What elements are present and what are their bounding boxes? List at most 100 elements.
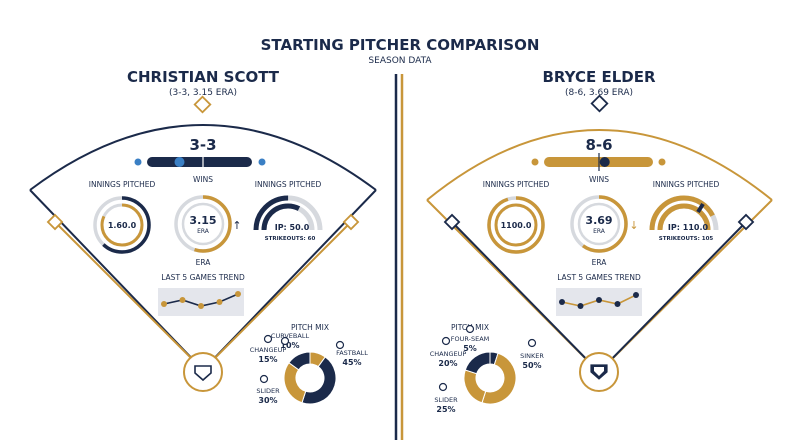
wins-record: 3-3 xyxy=(189,136,216,154)
wins-track xyxy=(147,157,252,167)
pitch-slice-changeup xyxy=(464,351,491,375)
pitch-slice-sinker xyxy=(481,352,517,405)
baseball-icon xyxy=(259,374,269,384)
outfield-arc xyxy=(426,129,773,201)
infield-line-left xyxy=(54,221,204,371)
trend-point xyxy=(216,299,223,305)
pitcher-record: (8-6, 3.69 ERA) xyxy=(565,88,633,98)
trend-chart xyxy=(161,291,241,309)
ip-arc-2 xyxy=(657,203,711,231)
innings-value: 1.60.0 xyxy=(108,221,137,230)
strikeouts-value: STRIKEOUTS: 60 xyxy=(265,236,316,242)
era-value: 3.15 xyxy=(189,214,216,227)
trend-point xyxy=(198,303,204,309)
third-base-icon xyxy=(46,213,64,231)
wins-left-dot xyxy=(531,158,539,166)
wins-label: WINS xyxy=(589,175,609,184)
innings-value: 1100.0 xyxy=(501,221,532,230)
wins-record: 8-6 xyxy=(585,136,612,154)
pitch-name-label: FOUR-SEAM xyxy=(451,335,490,343)
ip-gauge-needle xyxy=(696,202,705,214)
baseball-icon xyxy=(465,324,475,334)
pitch-slice-slider xyxy=(463,369,487,404)
trend-point xyxy=(614,301,621,307)
baseball-icon xyxy=(335,340,345,350)
pitch-name-label: CHANGEUP xyxy=(250,346,287,354)
trend-label: LAST 5 GAMES TREND xyxy=(557,273,641,282)
era-trend-arrow-icon: ↓ xyxy=(629,219,638,232)
baseball-icon xyxy=(527,338,537,348)
pitch-slice-fastball xyxy=(301,356,337,405)
infield-line-right xyxy=(202,221,352,371)
pitch-percent-label: 20% xyxy=(438,359,457,368)
trend-point xyxy=(577,303,584,309)
trend-point xyxy=(179,297,186,303)
ip-arc-1 xyxy=(253,195,323,231)
innings-label: INNINGS PITCHED xyxy=(89,180,156,189)
innings-arc-outer xyxy=(487,196,545,254)
pitch-percent-label: 45% xyxy=(342,358,361,367)
pitcher-panel-scott: CHRISTIAN SCOTT (3-3, 3.15 ERA) 3-3 WINS… xyxy=(29,68,377,405)
ip-value: IP: 110.0 xyxy=(668,223,709,232)
pitch-mix-donut xyxy=(463,351,517,405)
pitch-slice-slider xyxy=(283,362,307,404)
ip-value: IP: 50.0 xyxy=(275,223,310,232)
era-inner-label: ERA xyxy=(197,228,210,235)
pitch-percent-label: 5% xyxy=(463,344,477,353)
pitch-name-label: FASTBALL xyxy=(336,349,368,357)
era-label: ERA xyxy=(196,258,212,267)
pitch-percent-label: 10% xyxy=(280,341,299,350)
trend-point xyxy=(161,301,167,307)
trend-point xyxy=(559,299,565,305)
wins-right-dot xyxy=(658,158,666,166)
era-inner-label: ERA xyxy=(593,228,606,235)
page-title: STARTING PITCHER COMPARISON xyxy=(261,36,540,54)
pitch-name-label: CURVEBALL xyxy=(271,332,310,340)
second-base-icon xyxy=(590,94,609,113)
era-value: 3.69 xyxy=(585,214,612,227)
ip-arc-1 xyxy=(649,195,719,231)
era-track-inner xyxy=(577,202,621,246)
pitch-mix-label: PITCH MIX xyxy=(291,323,329,332)
page-subtitle: SEASON DATA xyxy=(368,56,432,66)
innings-arc-inner xyxy=(494,203,538,247)
first-base-icon xyxy=(737,213,755,231)
wins-marker xyxy=(599,157,610,167)
pitch-percent-label: 25% xyxy=(436,405,455,414)
trend-label: LAST 5 GAMES TREND xyxy=(161,273,245,282)
baseball-icon xyxy=(438,382,448,392)
infield-line-right xyxy=(598,221,747,373)
pitch-percent-label: 15% xyxy=(258,355,277,364)
pitch-percent-label: 50% xyxy=(522,361,541,370)
baseball-icon xyxy=(441,336,451,346)
innings-label-2: INNINGS PITCHED xyxy=(653,180,720,189)
trend-point xyxy=(633,292,639,298)
pitch-name-label: SLIDER xyxy=(434,396,458,404)
home-plate-icon xyxy=(194,365,212,382)
pitcher-record: (3-3, 3.15 ERA) xyxy=(169,88,237,98)
innings-arc-inner xyxy=(100,203,144,247)
pitch-slice-changeup xyxy=(288,351,311,371)
innings-label: INNINGS PITCHED xyxy=(483,180,550,189)
wins-marker xyxy=(174,157,185,167)
second-base-icon xyxy=(193,95,212,114)
pitch-mix-donut xyxy=(283,351,337,405)
trend-point xyxy=(235,291,241,297)
era-arc xyxy=(570,195,628,253)
baseball-icon xyxy=(263,334,273,344)
era-track-inner xyxy=(181,202,225,246)
pitcher-name: BRYCE ELDER xyxy=(542,68,655,86)
first-base-icon xyxy=(342,213,360,231)
strikeouts-value: STRIKEOUTS: 105 xyxy=(659,236,714,242)
pitch-name-label: SINKER xyxy=(520,352,544,360)
era-trend-arrow-icon: ↑ xyxy=(232,219,241,232)
ip-arc-2 xyxy=(261,203,315,231)
infield-line-left xyxy=(451,221,600,373)
pitcher-name: CHRISTIAN SCOTT xyxy=(127,68,280,86)
era-arc xyxy=(174,195,232,253)
pitcher-panel-elder: BRYCE ELDER (8-6, 3.69 ERA) 8-6 WINS INN… xyxy=(426,68,773,414)
home-plate-inner xyxy=(594,367,604,376)
